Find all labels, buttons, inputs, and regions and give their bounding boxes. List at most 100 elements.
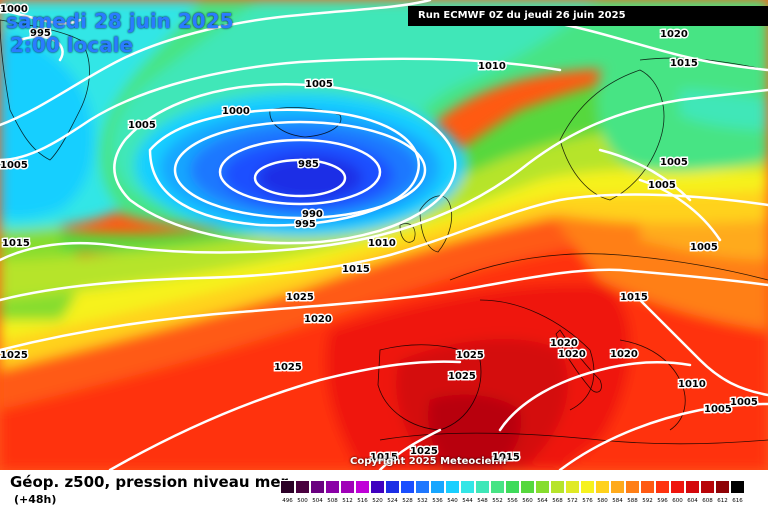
color-scale-tick: 528 xyxy=(402,498,413,504)
color-scale-tick: 500 xyxy=(297,498,308,504)
isobar-label: 1005 xyxy=(128,120,156,131)
isobar-label: 1005 xyxy=(0,160,28,171)
isobar-label: 1005 xyxy=(730,397,758,408)
color-scale-tick: 576 xyxy=(582,498,593,504)
isobar-label: 1025 xyxy=(286,292,314,303)
color-scale-tick: 616 xyxy=(732,498,743,504)
color-scale-swatch xyxy=(505,480,520,494)
isobar-label: 1005 xyxy=(704,404,732,415)
color-scale-swatch xyxy=(490,480,505,494)
isobar-label: 1015 xyxy=(492,452,520,463)
color-scale-tick: 596 xyxy=(657,498,668,504)
isobar-label: 1000 xyxy=(0,4,28,15)
copyright: Copyright 2025 Meteociel.fr xyxy=(350,456,508,467)
color-scale-tick: 544 xyxy=(462,498,473,504)
isobar-label: 1015 xyxy=(620,292,648,303)
isobar-label: 990 xyxy=(302,209,323,220)
color-scale-tick: 564 xyxy=(537,498,548,504)
color-scale-swatch xyxy=(310,480,325,494)
color-scale-tick: 516 xyxy=(357,498,368,504)
color-scale-swatch xyxy=(475,480,490,494)
lead-time: (+48h) xyxy=(14,493,57,506)
color-scale-swatch xyxy=(610,480,625,494)
color-scale-ticks: 496 500 504 508 512 516 520 524 528 532 536 540 544 5… xyxy=(280,498,745,504)
color-scale-tick: 496 xyxy=(282,498,293,504)
color-scale-swatch xyxy=(340,480,355,494)
product-title: Géop. z500, pression niveau mer xyxy=(10,473,288,491)
color-scale-tick: 508 xyxy=(327,498,338,504)
isobar-label: 1025 xyxy=(0,350,28,361)
color-scale-swatch xyxy=(385,480,400,494)
color-scale-tick: 560 xyxy=(522,498,533,504)
forecast-time: 2:00 locale xyxy=(10,33,134,57)
isobar-label: 1025 xyxy=(456,350,484,361)
isobar-label: 1020 xyxy=(558,349,586,360)
color-scale-swatch xyxy=(700,480,715,494)
color-scale-swatch xyxy=(550,480,565,494)
color-scale-tick: 608 xyxy=(702,498,713,504)
color-scale-tick: 592 xyxy=(642,498,653,504)
forecast-date: samedi 28 juin 2025 xyxy=(6,9,234,33)
isobar-label: 1020 xyxy=(304,314,332,325)
color-scale-tick: 584 xyxy=(612,498,623,504)
color-scale-tick: 572 xyxy=(567,498,578,504)
color-scale-swatch xyxy=(430,480,445,494)
isobar-label: 1010 xyxy=(478,61,506,72)
color-scale xyxy=(280,480,745,494)
color-scale-swatch xyxy=(280,480,295,494)
isobar-label: 1000 xyxy=(222,106,250,117)
color-scale-swatch xyxy=(295,480,310,494)
color-scale-swatch xyxy=(580,480,595,494)
color-scale-swatch xyxy=(640,480,655,494)
isobar-label: 1020 xyxy=(610,349,638,360)
color-scale-swatch xyxy=(535,480,550,494)
color-scale-tick: 532 xyxy=(417,498,428,504)
color-scale-tick: 540 xyxy=(447,498,458,504)
color-scale-swatch xyxy=(595,480,610,494)
isobar-label: 1005 xyxy=(648,180,676,191)
color-scale-tick: 512 xyxy=(342,498,353,504)
color-scale-swatch xyxy=(460,480,475,494)
isobar-label: 1015 xyxy=(670,58,698,69)
color-scale-swatch xyxy=(565,480,580,494)
color-scale-tick: 524 xyxy=(387,498,398,504)
color-scale-swatch xyxy=(445,480,460,494)
isobar-label: 1010 xyxy=(678,379,706,390)
isobar-label: 1020 xyxy=(550,338,578,349)
legend-panel: Géop. z500, pression niveau mer (+48h) 4… xyxy=(0,470,768,512)
isobar-label: 1025 xyxy=(410,446,438,457)
color-scale-tick: 588 xyxy=(627,498,638,504)
isobar-label: 1015 xyxy=(370,452,398,463)
color-scale-swatch xyxy=(685,480,700,494)
color-scale-tick: 520 xyxy=(372,498,383,504)
isobar-label: 985 xyxy=(298,159,319,170)
isobar-label: 1005 xyxy=(305,79,333,90)
isobar-label: 1015 xyxy=(2,238,30,249)
coastlines xyxy=(0,19,768,445)
isobar-label: 995 xyxy=(30,28,51,39)
color-scale-tick: 568 xyxy=(552,498,563,504)
isobar-label: 1020 xyxy=(660,29,688,40)
isobar-label: 1015 xyxy=(342,264,370,275)
isobar-label: 995 xyxy=(295,219,316,230)
isobar-label: 1005 xyxy=(660,157,688,168)
color-scale-swatch xyxy=(655,480,670,494)
color-scale-tick: 580 xyxy=(597,498,608,504)
color-scale-tick: 504 xyxy=(312,498,323,504)
run-info: Run ECMWF 0Z du jeudi 26 juin 2025 xyxy=(408,6,768,26)
isobars xyxy=(0,0,768,470)
isobar-label: 1010 xyxy=(368,238,396,249)
color-scale-tick: 556 xyxy=(507,498,518,504)
color-scale-swatch xyxy=(400,480,415,494)
color-scale-tick: 612 xyxy=(717,498,728,504)
color-scale-tick: 548 xyxy=(477,498,488,504)
isobar-labels: 1000 995 1005 1000 1005 1005 985 990 995… xyxy=(0,3,759,465)
color-scale-swatch xyxy=(355,480,370,494)
color-scale-swatch xyxy=(625,480,640,494)
isobar-label: 1005 xyxy=(690,242,718,253)
color-scale-tick: 552 xyxy=(492,498,503,504)
color-scale-swatch xyxy=(325,480,340,494)
color-scale-swatch xyxy=(715,480,730,494)
color-scale-tick: 604 xyxy=(687,498,698,504)
color-scale-swatch xyxy=(370,480,385,494)
